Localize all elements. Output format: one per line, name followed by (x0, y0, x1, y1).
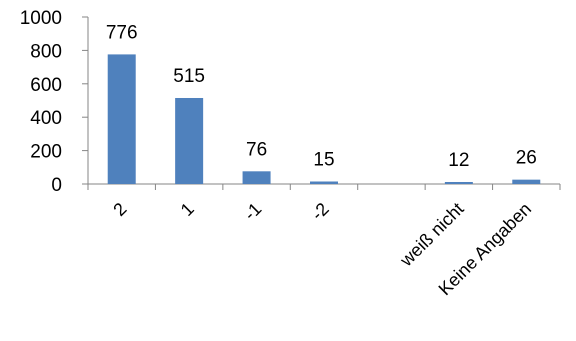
x-tick-label: -1 (240, 199, 265, 224)
x-tick-label: weiß nicht (396, 199, 468, 271)
data-label: 15 (313, 149, 334, 170)
y-tick-label: 800 (30, 41, 62, 62)
bar-1 (175, 97, 204, 184)
data-label: 12 (448, 150, 469, 171)
y-tick-label: 0 (51, 175, 62, 196)
y-tick-label: 1000 (20, 8, 62, 29)
y-tick-label: 400 (30, 108, 62, 129)
bar-weiß nicht (444, 181, 473, 184)
bar-Keine Angaben (512, 179, 541, 184)
x-tick-label: -2 (307, 199, 332, 224)
bar-2 (107, 54, 136, 184)
y-tick-label: 200 (30, 142, 62, 163)
data-label: 776 (106, 22, 138, 43)
x-tick-label: 2 (109, 199, 130, 220)
data-label: 26 (516, 148, 537, 169)
data-label: 76 (246, 139, 267, 160)
x-tick-label: 1 (177, 199, 198, 220)
data-label: 515 (173, 66, 205, 87)
bar--1 (242, 171, 271, 184)
y-tick-label: 600 (30, 75, 62, 96)
bar--2 (310, 181, 338, 184)
